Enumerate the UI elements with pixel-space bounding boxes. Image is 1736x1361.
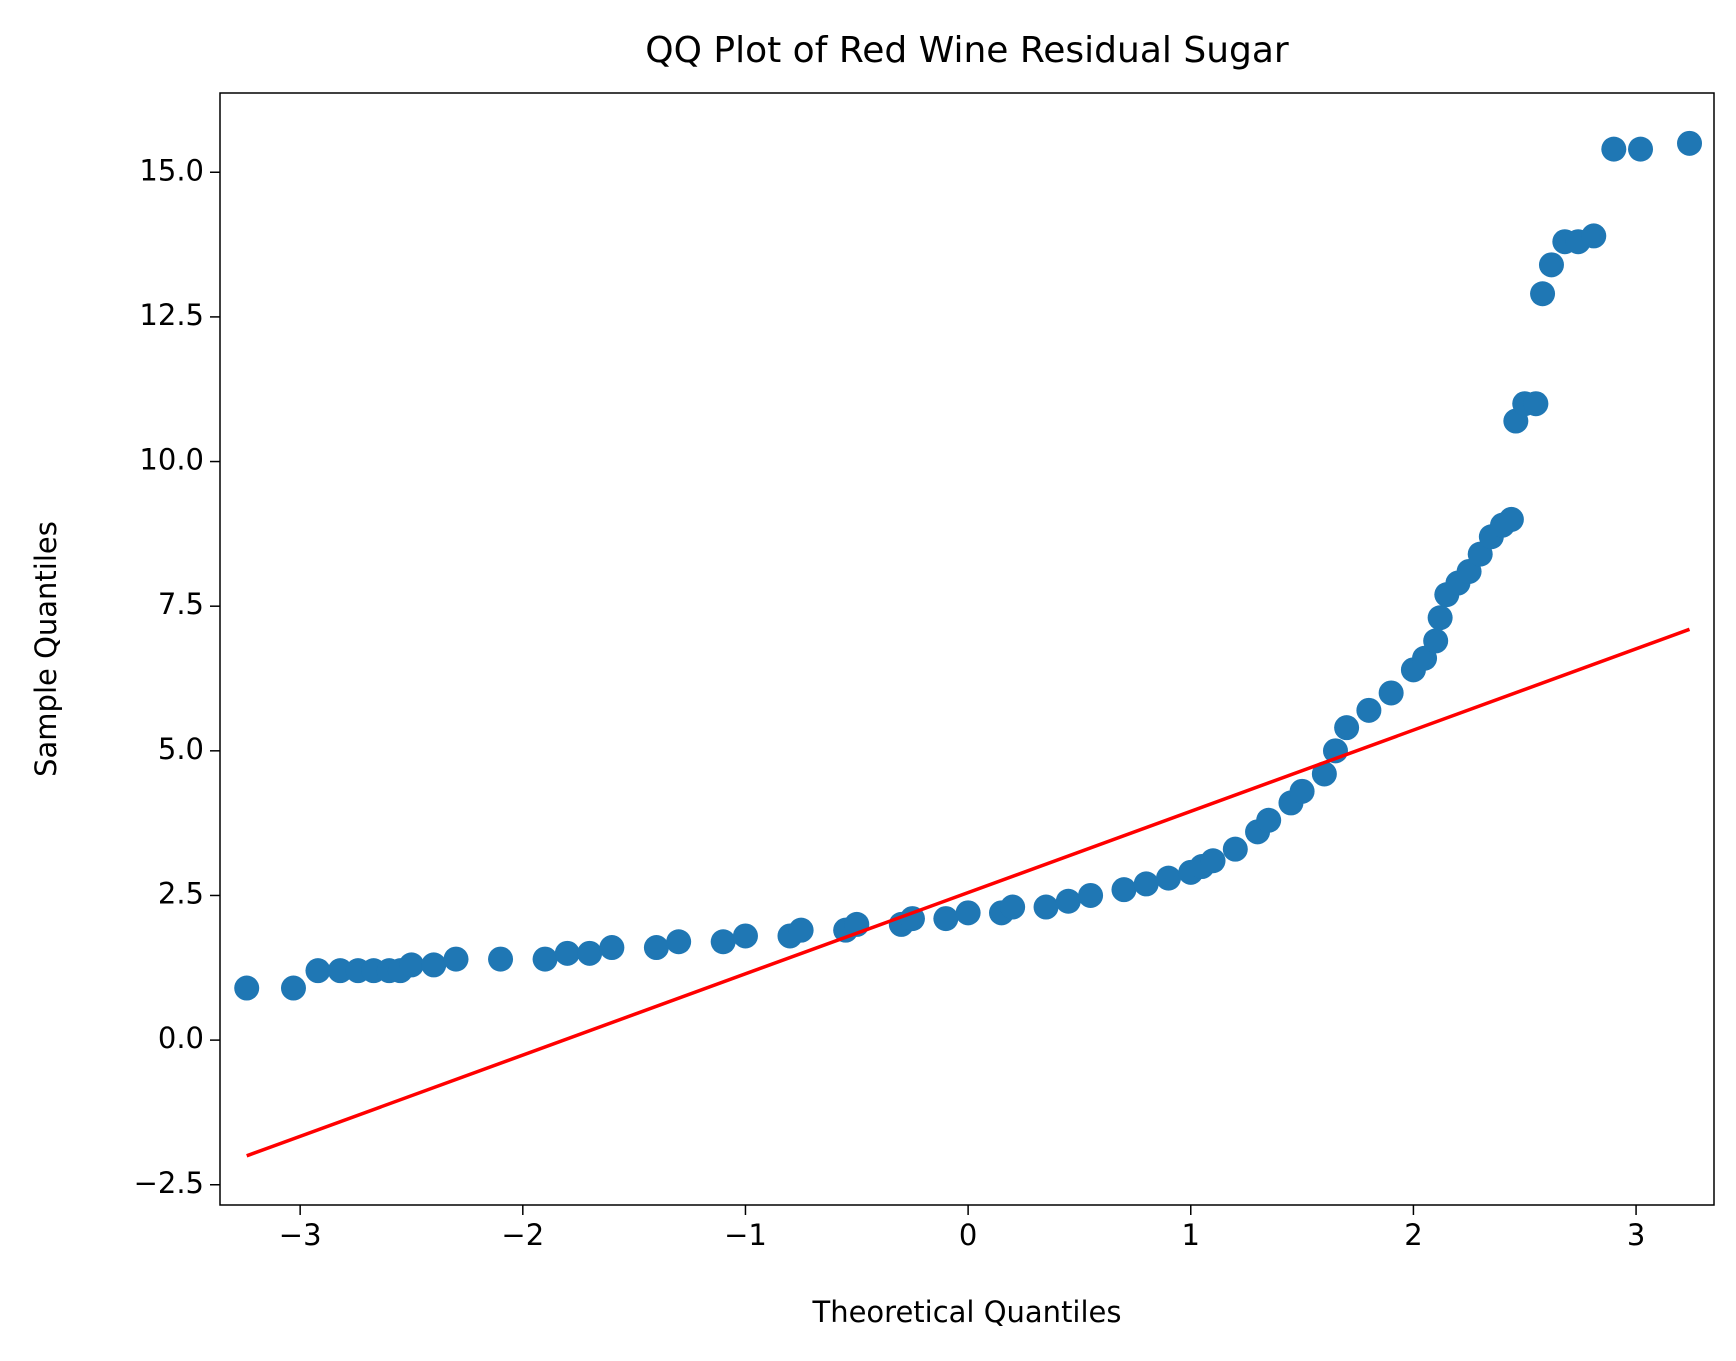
point — [1222, 836, 1248, 862]
chart-title: QQ Plot of Red Wine Residual Sugar — [645, 30, 1289, 71]
y-tick-label: 2.5 — [158, 876, 204, 910]
point — [788, 917, 814, 943]
point — [421, 952, 447, 978]
y-tick-label: 7.5 — [158, 587, 204, 621]
y-tick-label: 12.5 — [139, 298, 204, 332]
y-axis-label: Sample Quantiles — [29, 521, 63, 777]
point — [955, 900, 981, 926]
point — [1498, 506, 1524, 532]
x-tick-label: −1 — [724, 1218, 767, 1252]
x-tick-label: 0 — [959, 1218, 977, 1252]
point — [1601, 136, 1627, 162]
point — [1055, 888, 1081, 914]
point — [1628, 136, 1654, 162]
point — [577, 940, 603, 966]
point — [280, 975, 306, 1001]
point — [1356, 697, 1382, 723]
point — [1427, 605, 1453, 631]
point — [643, 935, 669, 961]
point — [234, 975, 260, 1001]
x-tick-label: −2 — [501, 1218, 544, 1252]
y-tick-label: 15.0 — [139, 153, 204, 187]
point — [554, 940, 580, 966]
point — [398, 952, 424, 978]
x-axis-label: Theoretical Quantiles — [811, 1295, 1121, 1329]
x-tick-label: 1 — [1182, 1218, 1200, 1252]
point — [327, 958, 353, 984]
x-tick-label: 3 — [1627, 1218, 1645, 1252]
plot-frame — [219, 92, 1715, 1206]
point — [488, 946, 514, 972]
point — [1111, 877, 1137, 903]
point — [1581, 223, 1607, 249]
reference-line — [246, 627, 1691, 1158]
point — [1530, 281, 1556, 307]
point — [1423, 628, 1449, 654]
y-tick-label: 10.0 — [139, 443, 204, 477]
x-tick-label: 2 — [1404, 1218, 1422, 1252]
point — [666, 929, 692, 955]
point — [1538, 252, 1564, 278]
point — [1289, 778, 1315, 804]
point — [443, 946, 469, 972]
x-tick-label: −3 — [279, 1218, 322, 1252]
point — [732, 923, 758, 949]
point — [1133, 871, 1159, 897]
point — [1033, 894, 1059, 920]
point — [1311, 761, 1337, 787]
point — [305, 958, 331, 984]
point — [1523, 391, 1549, 417]
point — [933, 906, 959, 932]
y-tick-label: −2.5 — [134, 1166, 204, 1200]
point — [599, 935, 625, 961]
y-tick-label: 5.0 — [158, 732, 204, 766]
point — [532, 946, 558, 972]
point — [710, 929, 736, 955]
point — [1200, 848, 1226, 874]
point — [1256, 807, 1282, 833]
point — [1078, 882, 1104, 908]
point — [1677, 130, 1703, 156]
point — [1334, 715, 1360, 741]
point — [1378, 680, 1404, 706]
point — [1156, 865, 1182, 891]
point — [1000, 894, 1026, 920]
y-tick-label: 0.0 — [158, 1021, 204, 1055]
